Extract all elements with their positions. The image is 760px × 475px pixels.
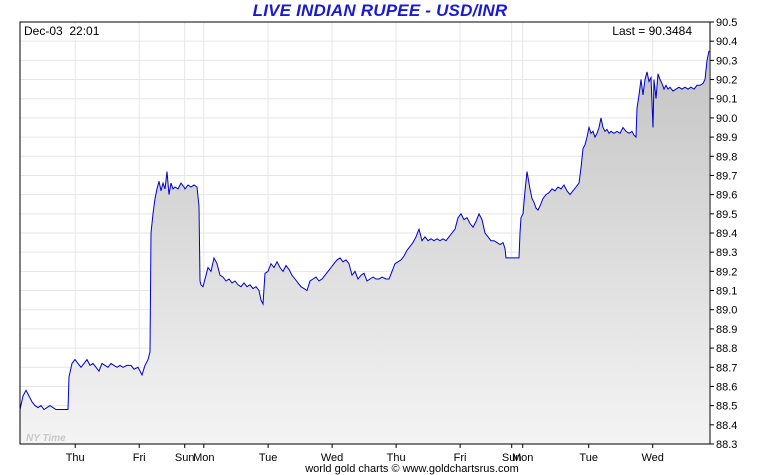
timestamp-label: Dec-03 22:01 bbox=[24, 24, 100, 38]
y-tick-label: 88.6 bbox=[716, 381, 737, 393]
y-tick-label: 90.4 bbox=[716, 36, 737, 48]
y-tick-label: 90.0 bbox=[716, 113, 737, 125]
x-tick-label: Tue bbox=[259, 452, 278, 464]
y-tick-label: 89.8 bbox=[716, 151, 737, 163]
x-tick-label: Fri bbox=[133, 452, 146, 464]
y-tick-label: 89.4 bbox=[716, 228, 737, 240]
x-tick-label: Wed bbox=[641, 452, 663, 464]
y-axis: 88.3 88.4 88.5 88.6 88.7 88.8 88.9 89.0 89.1 89.2… bbox=[710, 17, 737, 451]
y-tick-label: 89.0 bbox=[716, 305, 737, 317]
y-tick-label: 88.7 bbox=[716, 362, 737, 374]
x-tick-label: Sun bbox=[502, 452, 522, 464]
y-tick-label: 89.9 bbox=[716, 132, 737, 144]
y-tick-label: 89.5 bbox=[716, 209, 737, 221]
y-tick-label: 89.7 bbox=[716, 170, 737, 182]
time-zone-label: NY Time bbox=[26, 433, 66, 444]
y-tick-label: 88.8 bbox=[716, 343, 737, 355]
y-tick-label: 90.2 bbox=[716, 75, 737, 87]
y-tick-label: 90.1 bbox=[716, 94, 737, 106]
y-tick-label: 89.6 bbox=[716, 190, 737, 202]
y-tick-label: 88.3 bbox=[716, 439, 737, 451]
y-tick-label: 88.5 bbox=[716, 401, 737, 413]
y-tick-label: 89.2 bbox=[716, 266, 737, 278]
x-tick-label: Mon bbox=[193, 452, 214, 464]
x-tick-label: Thu bbox=[387, 452, 406, 464]
chart-title: LIVE INDIAN RUPEE - USD/INR bbox=[252, 1, 508, 20]
y-tick-label: 89.3 bbox=[716, 247, 737, 259]
y-tick-label: 88.4 bbox=[716, 420, 737, 432]
y-tick-label: 90.5 bbox=[716, 17, 737, 29]
x-tick-label: Wed bbox=[321, 452, 343, 464]
x-tick-label: Sun bbox=[175, 452, 195, 464]
x-tick-label: Thu bbox=[66, 452, 85, 464]
y-tick-label: 89.1 bbox=[716, 286, 737, 298]
x-tick-label: Fri bbox=[454, 452, 467, 464]
y-tick-label: 88.9 bbox=[716, 324, 737, 336]
footer-credit: world gold charts © www.goldchartsrus.co… bbox=[304, 463, 519, 475]
price-area-fill bbox=[20, 50, 709, 445]
price-line bbox=[19, 50, 710, 411]
y-tick-label: 90.3 bbox=[716, 55, 737, 67]
x-tick-label: Mon bbox=[512, 452, 533, 464]
x-tick-label: Tue bbox=[579, 452, 598, 464]
last-price-label: Last = 90.3484 bbox=[612, 24, 692, 38]
